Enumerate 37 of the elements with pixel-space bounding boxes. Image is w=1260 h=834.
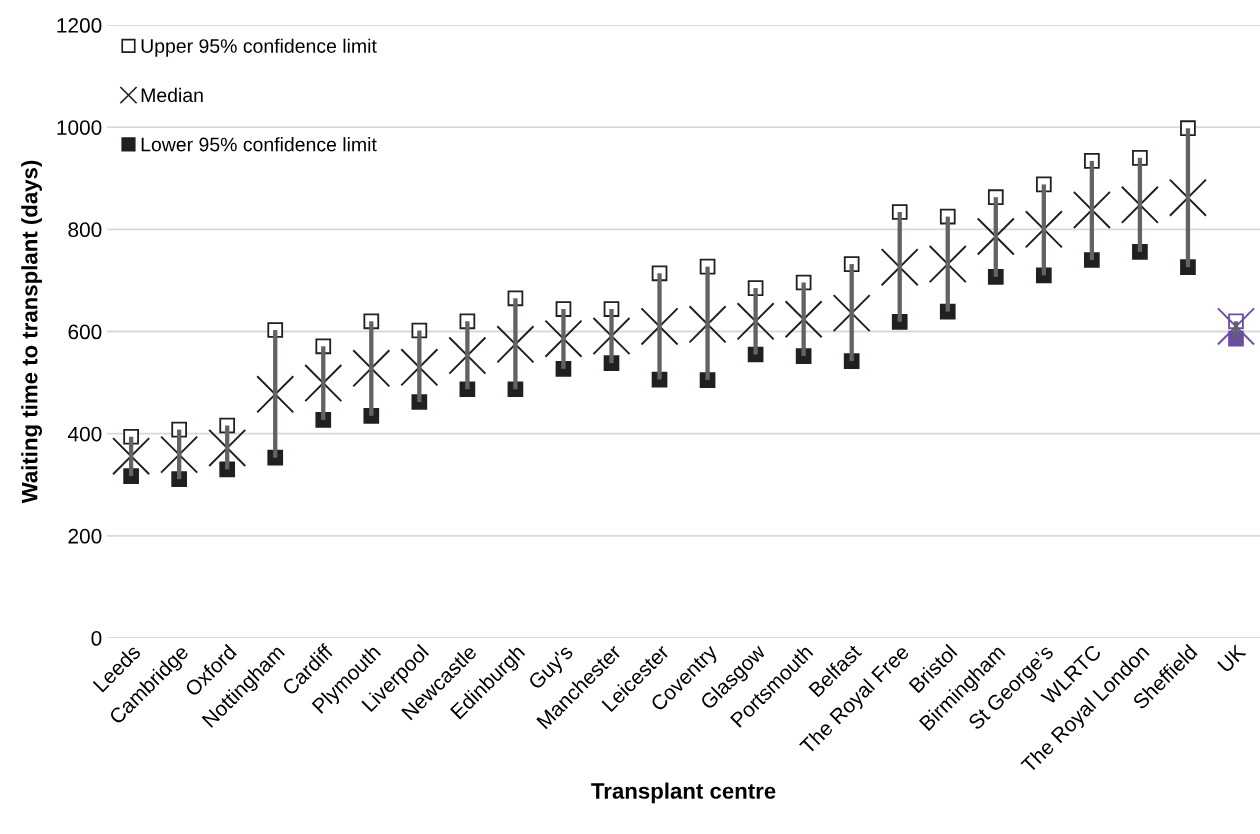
- bar: [1137, 157, 1143, 252]
- y-tick-label: 800: [68, 222, 102, 238]
- bar: [897, 211, 902, 322]
- y-tick-label: 0: [91, 631, 102, 646]
- x-tick-label: UK: [1217, 643, 1247, 674]
- bar: [1089, 160, 1095, 260]
- bar: [657, 273, 662, 380]
- bar: [945, 216, 950, 312]
- bar: [465, 321, 470, 390]
- legend-label: Lower 95% confidence limit: [141, 137, 377, 152]
- bar: [273, 329, 278, 458]
- bar: [849, 264, 854, 362]
- y-tick-label: 200: [68, 528, 102, 544]
- bar: [801, 282, 806, 357]
- bar: [705, 266, 710, 381]
- legend-label: Median: [141, 87, 203, 103]
- y-tick-label: 1200: [57, 18, 102, 33]
- bar: [1185, 128, 1191, 268]
- bar: [753, 288, 758, 355]
- y-tick-label: 600: [68, 324, 102, 340]
- bar: [128, 436, 134, 477]
- bar: [321, 346, 326, 420]
- y-tick-label: 400: [67, 426, 102, 442]
- bar: [1041, 184, 1046, 276]
- bar: [513, 298, 518, 390]
- bar: [417, 330, 422, 403]
- x-axis-title: Transplant centre: [591, 782, 776, 804]
- bar: [176, 429, 182, 480]
- bar: [1233, 321, 1239, 339]
- bar: [993, 197, 998, 277]
- bar: [561, 309, 566, 369]
- bar: [225, 425, 230, 470]
- y-tick-label: 1000: [57, 120, 102, 135]
- y-axis-title: Waiting time to transplant (days): [21, 160, 43, 504]
- bar: [609, 309, 614, 364]
- bar: [369, 321, 374, 416]
- legend-label: Upper 95% confidence limit: [141, 38, 377, 57]
